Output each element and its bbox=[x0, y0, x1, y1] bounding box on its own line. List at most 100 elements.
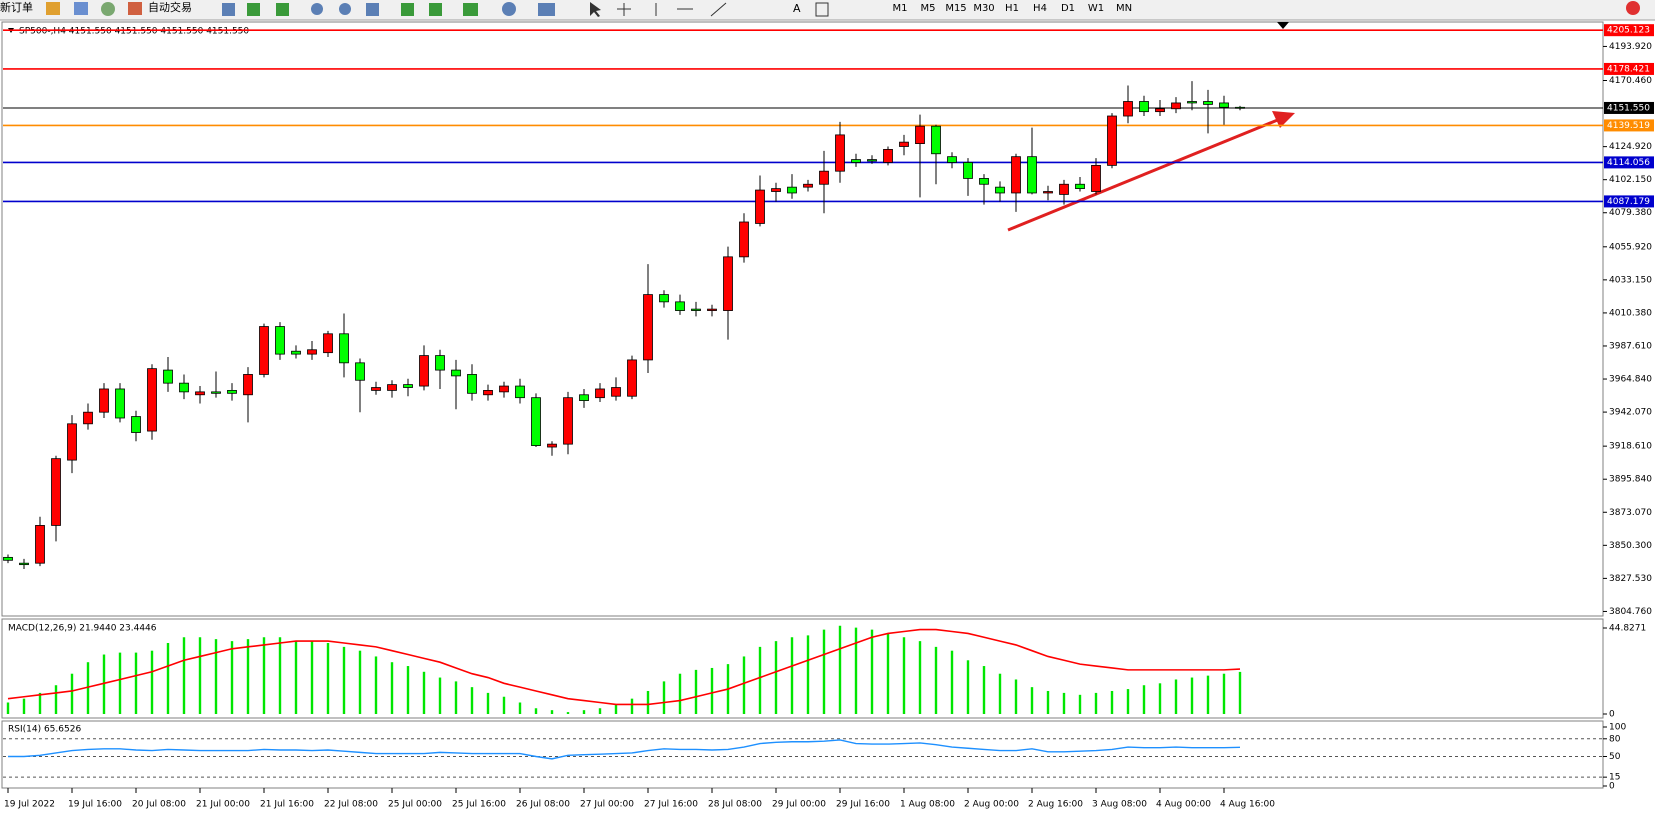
icon[interactable] bbox=[366, 3, 379, 16]
tool-icons: A bbox=[222, 2, 829, 17]
price-level-tag bbox=[1604, 195, 1654, 208]
candle-body bbox=[563, 397, 573, 445]
icon[interactable] bbox=[101, 2, 115, 16]
candle-body bbox=[115, 388, 125, 419]
trend-arrow-head bbox=[1272, 111, 1295, 128]
cursor-tool[interactable] bbox=[590, 2, 601, 17]
auto-trading-button[interactable]: 自动交易 bbox=[148, 0, 192, 14]
auto-trading-icon[interactable] bbox=[128, 2, 142, 15]
candle-body bbox=[739, 221, 749, 258]
candle-body bbox=[1171, 102, 1181, 110]
candle-body bbox=[1059, 183, 1069, 195]
y-tick-label: 4033.150 bbox=[1609, 275, 1652, 285]
candle-body bbox=[179, 382, 189, 393]
timeframe-button[interactable]: M5 bbox=[921, 3, 936, 14]
y-tick-label: 0 bbox=[1609, 782, 1615, 792]
candle-body bbox=[35, 525, 45, 564]
icon[interactable] bbox=[46, 2, 60, 15]
icon[interactable] bbox=[401, 3, 414, 16]
candle-body bbox=[979, 178, 989, 185]
candle-body bbox=[1219, 102, 1229, 108]
rsi-line bbox=[8, 739, 1241, 760]
icon[interactable] bbox=[538, 3, 555, 16]
candle-body bbox=[835, 134, 845, 172]
icon[interactable] bbox=[463, 3, 478, 16]
candle-body bbox=[451, 369, 461, 377]
candle-body bbox=[931, 125, 941, 155]
candle-body bbox=[259, 326, 269, 375]
price-level-tag bbox=[1604, 62, 1654, 75]
main-panel bbox=[1, 21, 1604, 617]
timeframe-button[interactable]: H4 bbox=[1033, 3, 1047, 14]
candle-body bbox=[467, 374, 477, 394]
y-tick-label: 3895.840 bbox=[1609, 475, 1652, 485]
candle-body bbox=[851, 159, 861, 163]
notification-icon[interactable] bbox=[1626, 1, 1640, 15]
x-tick-label: 27 Jul 00:00 bbox=[580, 800, 634, 810]
candle-body bbox=[515, 385, 525, 399]
y-tick-label: 15 bbox=[1609, 773, 1620, 783]
candle-body bbox=[83, 411, 93, 425]
candle-body bbox=[1027, 156, 1037, 194]
line-tools[interactable] bbox=[655, 2, 727, 17]
timeframes: M1 M5 M15 M30 H1 H4 D1 W1 MN bbox=[893, 3, 1133, 14]
icon[interactable] bbox=[74, 2, 88, 15]
new-order-button[interactable]: 新订单 bbox=[0, 0, 33, 14]
y-tick-label: 4124.920 bbox=[1609, 142, 1652, 152]
y-tick-label: 3850.300 bbox=[1609, 541, 1652, 551]
candle-body bbox=[595, 388, 605, 399]
candle-body bbox=[915, 125, 925, 145]
candle-body bbox=[163, 369, 173, 384]
toolbar: 新订单 自动交易 A M1 M5 M15 M30 H1 H4 D1 W1 MN bbox=[0, 0, 1655, 21]
macd-signal bbox=[7, 628, 1241, 706]
icon[interactable] bbox=[222, 3, 235, 16]
candle-body bbox=[675, 301, 685, 311]
candle-body bbox=[963, 162, 973, 179]
candle-body bbox=[499, 385, 509, 393]
y-tick-label: 4079.380 bbox=[1609, 208, 1652, 218]
x-tick-label: 3 Aug 08:00 bbox=[1092, 800, 1147, 810]
zoom-out[interactable] bbox=[339, 3, 351, 15]
label-tool[interactable] bbox=[815, 2, 829, 17]
trend-arrow bbox=[1007, 117, 1281, 232]
candle-body bbox=[211, 391, 221, 394]
candle-body bbox=[147, 368, 157, 432]
y-tick-label: 3987.610 bbox=[1609, 341, 1652, 351]
candle-body bbox=[547, 443, 557, 448]
timeframe-button[interactable]: D1 bbox=[1061, 3, 1075, 14]
x-tick-label: 22 Jul 08:00 bbox=[324, 800, 378, 810]
candle-body bbox=[803, 183, 813, 188]
candle-body bbox=[1235, 106, 1245, 109]
text-tool[interactable]: A bbox=[793, 2, 801, 15]
candle-body bbox=[3, 556, 13, 561]
candle-body bbox=[627, 359, 637, 397]
timeframe-button[interactable]: M1 bbox=[893, 3, 908, 14]
price-level-label: 4139.519 bbox=[1607, 121, 1650, 131]
candle-body bbox=[243, 374, 253, 396]
candle-body bbox=[291, 350, 301, 355]
icon[interactable] bbox=[247, 3, 260, 16]
timeframe-button[interactable]: MN bbox=[1116, 3, 1132, 14]
candle-body bbox=[403, 384, 413, 388]
x-tick-label: 25 Jul 16:00 bbox=[452, 800, 506, 810]
macd-panel bbox=[1, 618, 1604, 719]
y-tick-label: 3804.760 bbox=[1609, 607, 1652, 617]
icon[interactable] bbox=[276, 3, 289, 16]
timeframe-button[interactable]: M30 bbox=[973, 3, 994, 14]
crosshair-tool[interactable] bbox=[617, 3, 631, 16]
icon[interactable] bbox=[429, 3, 442, 16]
x-tick-label: 21 Jul 00:00 bbox=[196, 800, 250, 810]
zoom-in[interactable] bbox=[311, 3, 323, 15]
candle-body bbox=[387, 384, 397, 391]
timeframe-button[interactable]: H1 bbox=[1005, 3, 1019, 14]
icon[interactable] bbox=[502, 2, 516, 16]
candle-body bbox=[1011, 156, 1021, 194]
candle-body bbox=[1107, 115, 1117, 166]
timeframe-button[interactable]: M15 bbox=[945, 3, 966, 14]
candle-body bbox=[1091, 164, 1101, 192]
candle-body bbox=[883, 149, 893, 163]
rsi-panel bbox=[1, 720, 1604, 789]
timeframe-button[interactable]: W1 bbox=[1088, 3, 1104, 14]
price-level-tag bbox=[1604, 101, 1654, 114]
candle-body bbox=[1043, 191, 1053, 194]
